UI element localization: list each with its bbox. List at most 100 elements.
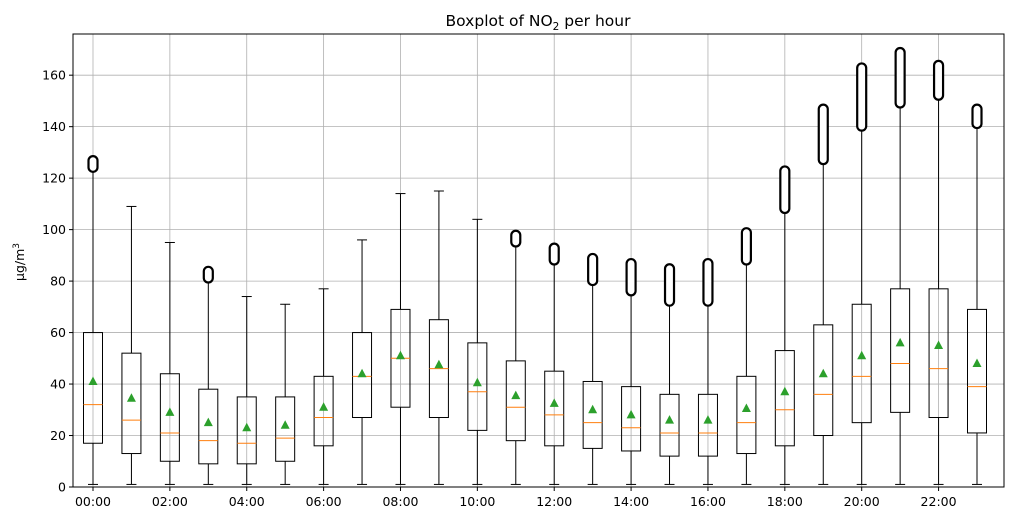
mean-marker [626,409,636,419]
box-02:00 [159,241,180,485]
mean-marker [857,350,867,360]
mean-marker [665,415,675,424]
y-tick-label: 140 [42,119,66,134]
box-18:00 [774,165,795,485]
box-20:00 [851,62,872,485]
x-tick-label: 18:00 [767,494,803,509]
iqr-box [774,350,795,447]
y-axis-label: µg/m3 [12,243,27,281]
x-tick-label: 22:00 [921,494,957,509]
box-23:00 [967,103,987,485]
boxes [83,46,987,485]
outlier-markers [932,59,945,101]
x-tick-label: 06:00 [306,494,342,509]
outlier-markers [87,155,99,173]
box-00:00 [83,155,103,485]
iqr-box [467,342,488,431]
iqr-box [352,332,373,419]
box-12:00 [544,242,565,485]
y-tick-label: 160 [42,68,66,83]
outlier-markers [663,263,676,307]
iqr-box [928,288,949,419]
box-13:00 [582,252,603,485]
mean-marker [703,415,713,424]
box-15:00 [659,263,680,485]
x-tick-label: 04:00 [229,494,265,509]
mean-marker [472,377,482,387]
x-tick-label: 08:00 [382,494,418,509]
box-03:00 [198,265,219,485]
y-axis-label-superscript: 3 [12,243,22,249]
outlier-markers [702,257,714,307]
mean-marker [818,368,828,378]
mean-marker [511,390,521,400]
mean-marker [242,422,252,432]
iqr-box [275,396,296,462]
chart-title: Boxplot of NO2 per hour [446,12,632,33]
y-axis-label-main: µg/m [12,249,27,281]
chart-title-main: Boxplot of NO [446,12,553,30]
box-14:00 [621,257,642,485]
outlier-markers [817,103,829,166]
mean-marker [895,337,905,347]
iqr-box [236,396,257,465]
box-17:00 [736,227,757,485]
outlier-markers [971,103,983,130]
iqr-box [890,288,911,413]
box-07:00 [352,239,373,485]
mean-marker [357,368,367,378]
box-06:00 [313,288,334,485]
iqr-box [697,393,718,457]
iqr-box [582,380,603,449]
iqr-box [736,375,757,455]
outlier-markers [202,265,214,284]
outlier-markers [510,229,522,248]
mean-marker [434,359,444,369]
iqr-box [659,393,680,457]
x-tick-label: 14:00 [613,494,649,509]
outlier-markers [740,227,752,266]
iqr-box [198,388,219,465]
mean-marker [280,420,290,429]
iqr-box [83,332,103,444]
mean-marker [934,340,944,349]
x-tick-label: 20:00 [844,494,880,509]
y-tick-label: 0 [58,480,66,495]
outlier-markers [625,257,637,297]
iqr-box [505,360,526,442]
outlier-markers [856,62,868,132]
mean-marker [741,403,751,412]
mean-marker [126,393,136,402]
x-tick-label: 10:00 [459,494,495,509]
y-tick-label: 20 [50,428,66,443]
outlier-markers [548,242,560,266]
x-tick-label: 12:00 [536,494,572,509]
mean-marker [319,402,329,411]
outlier-markers [587,252,599,287]
mean-marker [549,398,559,407]
plot-frame [72,33,1005,488]
box-04:00 [236,296,257,485]
chart-title-rest: per hour [559,12,631,30]
box-08:00 [390,193,411,485]
x-tick-label: 02:00 [152,494,188,509]
box-05:00 [275,303,296,485]
box-10:00 [467,218,488,485]
box-21:00 [890,46,911,485]
box-16:00 [697,257,718,485]
y-tick-label: 40 [50,377,66,392]
mean-marker [972,358,982,367]
iqr-box [121,352,142,455]
mean-marker [780,386,790,396]
iqr-box [621,386,642,452]
iqr-box [313,375,334,447]
box-11:00 [505,229,526,485]
mean-marker [395,350,405,360]
box-22:00 [928,59,949,485]
mean-marker [203,417,213,427]
x-tick-label: 00:00 [75,494,111,509]
chart-title-subscript: 2 [553,21,560,33]
mean-marker [165,407,175,416]
y-tick-label: 100 [42,222,66,237]
